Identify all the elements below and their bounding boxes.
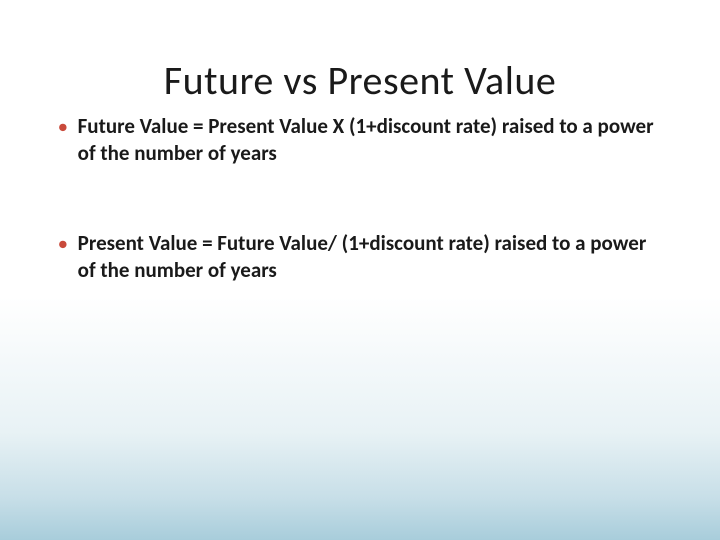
bullet-icon: ● [58, 118, 68, 139]
bullet-text: Future Value = Present Value X (1+discou… [78, 113, 662, 168]
bullet-icon: ● [58, 235, 68, 256]
slide-title: Future vs Present Value [0, 0, 720, 109]
bullet-text: Present Value = Future Value/ (1+discoun… [78, 230, 662, 285]
bullet-item: ● Future Value = Present Value X (1+disc… [58, 113, 662, 168]
slide-container: Future vs Present Value ● Future Value =… [0, 0, 720, 540]
slide-body: ● Future Value = Present Value X (1+disc… [0, 109, 720, 284]
bullet-item: ● Present Value = Future Value/ (1+disco… [58, 230, 662, 285]
